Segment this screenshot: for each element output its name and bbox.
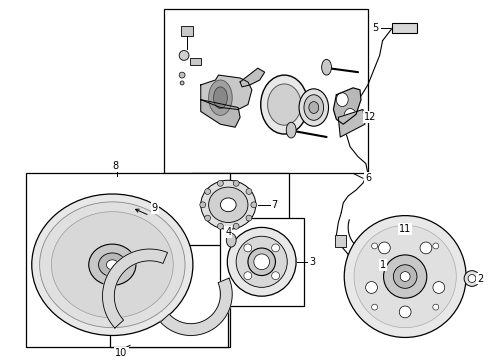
Ellipse shape — [336, 93, 347, 107]
Ellipse shape — [463, 271, 479, 286]
Polygon shape — [333, 88, 360, 124]
Ellipse shape — [321, 59, 331, 75]
Ellipse shape — [179, 72, 184, 78]
Polygon shape — [102, 249, 167, 328]
Text: 9: 9 — [151, 203, 158, 213]
Ellipse shape — [180, 81, 183, 85]
Ellipse shape — [106, 260, 118, 270]
Ellipse shape — [353, 225, 455, 328]
Ellipse shape — [208, 80, 232, 115]
Bar — [156, 262, 169, 272]
Bar — [191, 174, 288, 237]
Bar — [84, 279, 99, 294]
Ellipse shape — [371, 243, 377, 249]
Ellipse shape — [253, 254, 269, 270]
Ellipse shape — [244, 272, 251, 280]
Ellipse shape — [271, 272, 279, 280]
Ellipse shape — [467, 275, 475, 283]
Text: 3: 3 — [308, 257, 314, 267]
Bar — [189, 58, 201, 65]
Bar — [220, 217, 304, 306]
Ellipse shape — [236, 236, 286, 287]
Ellipse shape — [378, 242, 389, 254]
Ellipse shape — [267, 84, 301, 125]
Bar — [164, 9, 367, 174]
Ellipse shape — [432, 304, 438, 310]
Ellipse shape — [217, 180, 223, 186]
Polygon shape — [338, 109, 364, 137]
Text: 5: 5 — [371, 23, 377, 33]
Bar — [335, 235, 346, 247]
Ellipse shape — [299, 89, 328, 126]
Ellipse shape — [220, 198, 236, 212]
Ellipse shape — [32, 194, 192, 336]
Ellipse shape — [40, 202, 184, 328]
Text: 2: 2 — [476, 274, 482, 284]
Ellipse shape — [51, 212, 173, 318]
Text: 6: 6 — [364, 173, 370, 183]
Ellipse shape — [201, 180, 255, 229]
Polygon shape — [201, 75, 251, 109]
Ellipse shape — [419, 242, 431, 254]
Ellipse shape — [233, 180, 239, 186]
Bar — [181, 26, 192, 36]
Ellipse shape — [245, 189, 251, 194]
Ellipse shape — [371, 304, 377, 310]
Ellipse shape — [432, 282, 444, 293]
Bar — [26, 174, 230, 347]
Bar — [179, 262, 191, 272]
Ellipse shape — [247, 248, 275, 275]
Ellipse shape — [204, 215, 210, 221]
Bar — [110, 245, 228, 347]
Ellipse shape — [88, 244, 136, 285]
Ellipse shape — [271, 244, 279, 252]
Ellipse shape — [392, 265, 416, 288]
Text: 8: 8 — [112, 162, 118, 171]
Ellipse shape — [383, 255, 426, 298]
Ellipse shape — [344, 216, 465, 337]
Polygon shape — [240, 68, 264, 87]
Text: 1: 1 — [379, 260, 385, 270]
Ellipse shape — [344, 108, 355, 122]
Ellipse shape — [308, 102, 318, 113]
Polygon shape — [201, 100, 240, 127]
Polygon shape — [160, 278, 232, 336]
Ellipse shape — [99, 253, 126, 276]
Ellipse shape — [208, 187, 247, 222]
Ellipse shape — [233, 223, 239, 229]
Text: 11: 11 — [399, 224, 411, 234]
Ellipse shape — [244, 244, 251, 252]
Ellipse shape — [399, 306, 410, 318]
Ellipse shape — [245, 215, 251, 221]
Bar — [391, 23, 416, 33]
Ellipse shape — [365, 282, 377, 293]
Ellipse shape — [250, 202, 256, 208]
Ellipse shape — [204, 189, 210, 194]
Ellipse shape — [213, 87, 227, 108]
Ellipse shape — [217, 223, 223, 229]
Ellipse shape — [285, 122, 296, 138]
Ellipse shape — [227, 228, 296, 296]
Text: 7: 7 — [271, 200, 277, 210]
Ellipse shape — [432, 243, 438, 249]
Text: 4: 4 — [225, 227, 231, 237]
Ellipse shape — [260, 75, 307, 134]
Text: 10: 10 — [115, 348, 127, 358]
Ellipse shape — [304, 95, 323, 120]
Ellipse shape — [179, 50, 188, 60]
Text: 12: 12 — [363, 112, 375, 122]
Ellipse shape — [200, 202, 205, 208]
Ellipse shape — [226, 233, 236, 247]
Ellipse shape — [400, 272, 409, 282]
Bar — [84, 255, 99, 275]
